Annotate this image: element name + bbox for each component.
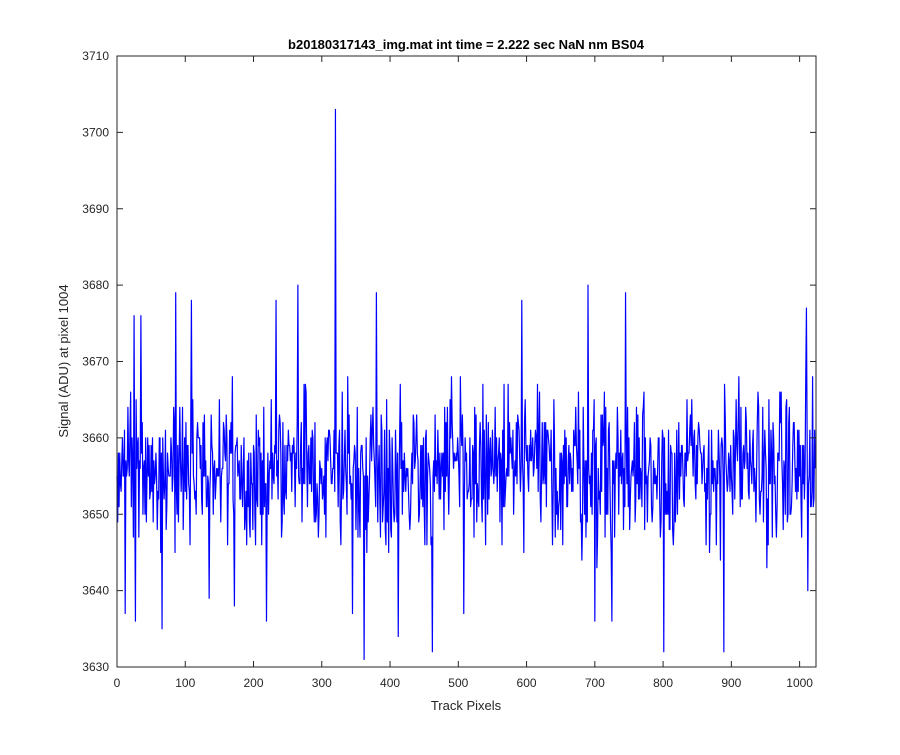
chart-title: b20180317143_img.mat int time = 2.222 se… [288, 37, 645, 52]
y-tick-label: 3630 [82, 660, 109, 674]
y-tick-label: 3670 [82, 355, 109, 369]
x-tick-label: 800 [653, 676, 673, 690]
x-axis-label: Track Pixels [431, 698, 502, 713]
x-tick-label: 300 [312, 676, 332, 690]
x-tick-label: 700 [585, 676, 605, 690]
x-axis: 0 100 200 300 400 500 600 700 800 900 1000 [114, 56, 813, 690]
x-tick-label: 600 [517, 676, 537, 690]
y-tick-label: 3650 [82, 507, 109, 521]
y-tick-label: 3680 [82, 278, 109, 292]
series-layer [116, 108, 816, 660]
x-tick-label: 0 [114, 676, 121, 690]
y-tick-label: 3690 [82, 202, 109, 216]
y-tick-label: 3640 [82, 584, 109, 598]
x-tick-label: 1000 [786, 676, 813, 690]
x-tick-label: 100 [175, 676, 195, 690]
y-axis-label: Signal (ADU) at pixel 1004 [56, 284, 71, 437]
y-tick-label: 3710 [82, 49, 109, 63]
x-tick-label: 900 [721, 676, 741, 690]
x-tick-label: 400 [380, 676, 400, 690]
y-tick-label: 3700 [82, 125, 109, 139]
x-tick-label: 500 [448, 676, 468, 690]
y-axis: 3630 3640 3650 3660 3670 3680 3690 3700 3710 [82, 49, 816, 674]
x-tick-label: 200 [244, 676, 264, 690]
signal-series-line [116, 108, 816, 660]
plot-area [117, 56, 816, 667]
y-tick-label: 3660 [82, 431, 109, 445]
